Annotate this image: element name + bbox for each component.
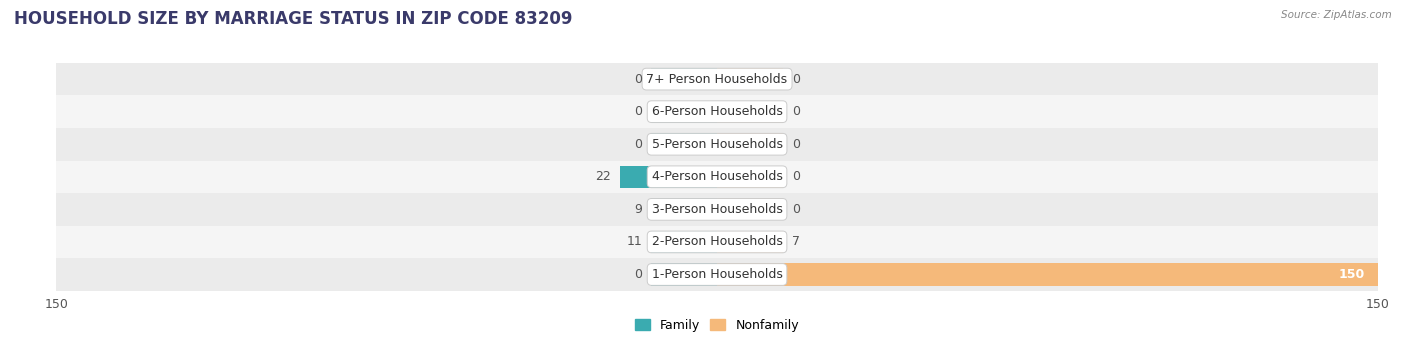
Text: 4-Person Households: 4-Person Households [651, 170, 783, 183]
Bar [717, 231, 783, 253]
Bar [717, 264, 1378, 286]
Bar [56, 193, 1378, 226]
Text: 0: 0 [792, 170, 800, 183]
Bar [651, 68, 717, 90]
Text: 0: 0 [634, 268, 643, 281]
Text: 0: 0 [792, 138, 800, 151]
Bar [620, 166, 717, 188]
Text: 1-Person Households: 1-Person Households [651, 268, 783, 281]
Bar [717, 68, 783, 90]
Bar [651, 264, 717, 286]
Bar [717, 101, 783, 123]
Text: HOUSEHOLD SIZE BY MARRIAGE STATUS IN ZIP CODE 83209: HOUSEHOLD SIZE BY MARRIAGE STATUS IN ZIP… [14, 10, 572, 28]
Text: 6-Person Households: 6-Person Households [651, 105, 783, 118]
Text: 0: 0 [634, 73, 643, 86]
Text: 3-Person Households: 3-Person Households [651, 203, 783, 216]
Text: 2-Person Households: 2-Person Households [651, 235, 783, 249]
Bar [651, 198, 717, 220]
Bar [717, 133, 783, 155]
Bar [56, 96, 1378, 128]
Text: 22: 22 [596, 170, 612, 183]
Text: 9: 9 [634, 203, 643, 216]
Legend: Family, Nonfamily: Family, Nonfamily [630, 314, 804, 337]
Text: 150: 150 [1339, 268, 1365, 281]
Text: 0: 0 [792, 73, 800, 86]
Text: 0: 0 [634, 138, 643, 151]
Bar [651, 133, 717, 155]
Text: 5-Person Households: 5-Person Households [651, 138, 783, 151]
Bar [717, 166, 783, 188]
Bar [717, 198, 783, 220]
Text: Source: ZipAtlas.com: Source: ZipAtlas.com [1281, 10, 1392, 20]
Bar [56, 258, 1378, 291]
Bar [56, 128, 1378, 160]
Text: 7+ Person Households: 7+ Person Households [647, 73, 787, 86]
Bar [651, 231, 717, 253]
Text: 0: 0 [792, 105, 800, 118]
Bar [651, 101, 717, 123]
Text: 11: 11 [627, 235, 643, 249]
Bar [56, 63, 1378, 96]
Text: 0: 0 [634, 105, 643, 118]
Bar [56, 226, 1378, 258]
Bar [56, 160, 1378, 193]
Text: 0: 0 [792, 203, 800, 216]
Text: 7: 7 [792, 235, 800, 249]
